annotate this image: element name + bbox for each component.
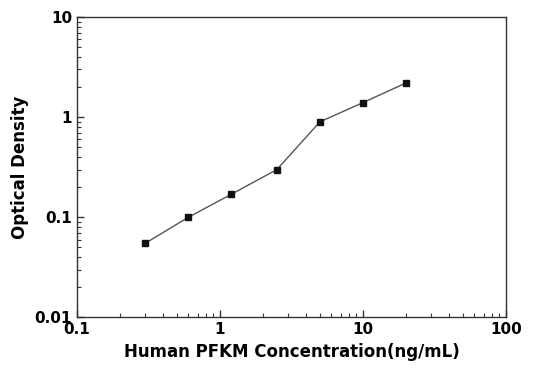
X-axis label: Human PFKM Concentration(ng/mL): Human PFKM Concentration(ng/mL) — [124, 343, 459, 361]
Y-axis label: Optical Density: Optical Density — [11, 96, 29, 239]
